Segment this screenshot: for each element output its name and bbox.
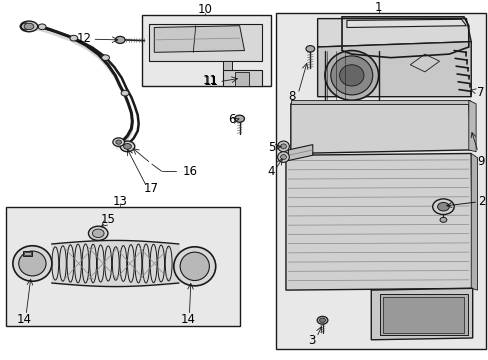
Bar [276,13,485,348]
Ellipse shape [234,115,244,122]
Ellipse shape [115,36,125,44]
Polygon shape [222,61,232,70]
Polygon shape [468,100,475,152]
Text: 4: 4 [267,165,275,178]
Text: 5: 5 [267,141,274,154]
Ellipse shape [437,202,448,211]
Polygon shape [234,72,249,86]
Ellipse shape [20,21,38,32]
Text: 14: 14 [17,313,32,326]
Bar [383,297,464,333]
Ellipse shape [280,144,286,149]
Polygon shape [290,100,469,104]
Text: 8: 8 [288,90,295,103]
Ellipse shape [325,50,378,100]
Bar [22,251,32,256]
Polygon shape [222,70,261,86]
Ellipse shape [319,318,325,323]
Ellipse shape [439,217,446,222]
Polygon shape [154,26,244,52]
Text: 9: 9 [470,132,484,168]
Text: 17: 17 [143,183,158,195]
Ellipse shape [19,251,46,276]
Ellipse shape [38,24,46,30]
Ellipse shape [305,46,314,52]
Ellipse shape [277,152,289,162]
Ellipse shape [92,229,104,238]
Polygon shape [290,104,470,153]
Text: 3: 3 [307,334,315,347]
Ellipse shape [339,65,363,86]
Ellipse shape [120,141,135,152]
Ellipse shape [70,35,78,41]
Text: 11: 11 [203,74,218,87]
Bar [379,294,467,335]
Ellipse shape [123,144,131,149]
Text: 12: 12 [77,32,92,45]
Ellipse shape [317,316,327,324]
Text: 15: 15 [101,213,115,226]
Text: 1: 1 [374,1,382,14]
Text: 13: 13 [113,195,127,208]
Polygon shape [470,153,477,290]
Polygon shape [370,288,472,340]
Ellipse shape [277,141,289,152]
Text: 14: 14 [181,313,196,326]
Text: 6: 6 [228,113,236,126]
Text: 11: 11 [203,75,219,88]
Polygon shape [285,153,472,290]
Ellipse shape [280,154,286,159]
Bar [24,252,31,255]
Ellipse shape [24,23,34,30]
Polygon shape [317,19,470,47]
Ellipse shape [116,140,122,144]
Polygon shape [149,24,261,61]
Bar [5,207,239,325]
Polygon shape [317,42,470,97]
Ellipse shape [432,199,453,215]
Ellipse shape [88,226,108,240]
Text: 16: 16 [182,165,197,178]
Ellipse shape [180,252,209,280]
Text: 10: 10 [198,3,212,16]
Ellipse shape [121,90,129,96]
Ellipse shape [173,247,215,286]
Polygon shape [288,145,312,161]
Polygon shape [409,54,439,72]
Ellipse shape [102,55,109,60]
Ellipse shape [330,56,372,95]
Text: 2: 2 [446,195,485,208]
Polygon shape [346,19,466,27]
Text: 7: 7 [470,86,484,99]
Ellipse shape [13,246,52,281]
Ellipse shape [113,138,124,147]
Bar [142,15,271,86]
